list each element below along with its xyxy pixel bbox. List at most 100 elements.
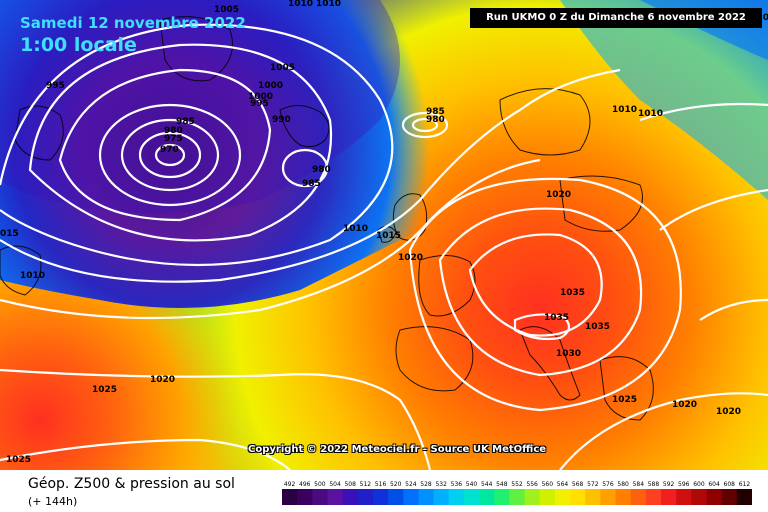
scale-color-swatch <box>463 489 480 505</box>
scale-value-label: 560 <box>542 481 554 488</box>
scale-color-swatch <box>539 489 556 505</box>
isobar-label: 1030 <box>556 349 581 359</box>
isobar-label: 995 <box>46 81 65 91</box>
isobar-label: 1020 <box>672 400 697 410</box>
legend-title: Géop. Z500 & pression au sol <box>28 476 235 492</box>
scale-color-swatch <box>615 489 632 505</box>
isobar-label: 1035 <box>585 322 610 332</box>
scale-value-label: 544 <box>481 481 493 488</box>
scale-value-label: 520 <box>390 481 402 488</box>
isobar-label: 1010 <box>638 109 663 119</box>
scale-value-label: 564 <box>557 481 569 488</box>
scale-color-swatch <box>676 489 692 505</box>
isobar-label: 1000 <box>248 92 273 102</box>
scale-value-label: 524 <box>405 481 417 488</box>
isobar-label: 980 <box>164 126 183 136</box>
isobar-label: 1025 <box>6 455 31 465</box>
isobar-label: 995 <box>250 99 269 109</box>
isobar-label: 1010 <box>343 224 368 234</box>
scale-value-label: 548 <box>496 481 508 488</box>
isobar-label: 985 <box>176 117 195 127</box>
scale-color-swatch <box>282 489 298 505</box>
scale-color-swatch <box>388 489 404 505</box>
scale-value-label: 608 <box>724 481 736 488</box>
legend-subtitle: (+ 144h) <box>28 495 78 508</box>
scale-color-swatch <box>721 489 738 505</box>
scale-color-swatch <box>585 489 601 505</box>
isobar-label: 1005 <box>214 5 239 15</box>
scale-color-swatch <box>403 489 419 505</box>
scale-color-swatch <box>433 489 450 505</box>
isobar-label: 980 <box>426 115 445 125</box>
scale-color-swatch <box>661 489 677 505</box>
scale-value-label: 528 <box>420 481 432 488</box>
isobar-label: 1020 <box>150 375 175 385</box>
isobar-label: 1035 <box>544 313 569 323</box>
scale-color-swatch <box>554 489 571 505</box>
scale-value-label: 576 <box>602 481 614 488</box>
scale-color-swatch <box>691 489 708 505</box>
isobar-label: 1025 <box>612 395 637 405</box>
scale-value-label: 604 <box>708 481 720 488</box>
isobar-label: 970 <box>160 145 179 155</box>
scale-value-label: 508 <box>344 481 356 488</box>
isobar-label: 1010 <box>288 0 313 9</box>
isobar-label: 1020 <box>716 407 741 417</box>
scale-value-label: 580 <box>617 481 629 488</box>
scale-color-swatch <box>494 489 510 505</box>
copyright-notice: Copyright © 2022 Meteociel.fr - Source U… <box>248 444 547 455</box>
scale-color-swatch <box>312 489 328 505</box>
scale-color-swatch <box>509 489 526 505</box>
scale-value-label: 556 <box>526 481 538 488</box>
scale-color-swatch <box>297 489 313 505</box>
scale-color-swatch <box>600 489 617 505</box>
scale-value-label: 492 <box>284 481 296 488</box>
scale-value-label: 572 <box>587 481 599 488</box>
isobar-label: 1005 <box>270 63 295 73</box>
scale-color-swatch <box>524 489 541 505</box>
isobar-label: 1010 <box>612 105 637 115</box>
scale-value-label: 584 <box>633 481 645 488</box>
scale-value-label: 612 <box>739 481 751 488</box>
isobar-label: 1020 <box>398 253 423 263</box>
scale-value-label: 552 <box>511 481 523 488</box>
scale-value-label: 516 <box>375 481 387 488</box>
isobar-label: 990 <box>272 115 291 125</box>
isobar-label: 1010 <box>316 0 341 9</box>
scale-value-label: 540 <box>466 481 478 488</box>
scale-color-swatch <box>357 489 374 505</box>
color-scale: 492 496 500 504 508 512 516 520 524 528 532 536 540 5… <box>282 481 752 505</box>
forecast-time: 1:00 locale <box>20 34 137 56</box>
scale-value-label: 536 <box>451 481 463 488</box>
isobar-label: 1035 <box>560 288 585 298</box>
isobar-label: 015 <box>0 229 19 239</box>
isobar-label: 985 <box>426 107 445 117</box>
isobar-label: 1000 <box>258 81 283 91</box>
scale-color-swatch <box>706 489 723 505</box>
scale-color-swatch <box>342 489 359 505</box>
isobar-label: 975 <box>164 134 183 144</box>
isobar-label: 980 <box>312 165 331 175</box>
scale-value-label: 500 <box>314 481 326 488</box>
isobars <box>0 23 768 470</box>
coastlines <box>0 16 654 421</box>
scale-value-label: 568 <box>572 481 584 488</box>
model-run-label: Run UKMO 0 Z du Dimanche 6 novembre 2022 <box>470 8 762 28</box>
isobar-label: 1015 <box>376 231 401 241</box>
scale-value-label: 496 <box>299 481 311 488</box>
isobar-label: 1020 <box>546 190 571 200</box>
scale-color-swatch <box>479 489 495 505</box>
scale-color-swatch <box>372 489 389 505</box>
scale-color-swatch <box>327 489 344 505</box>
scale-color-swatch <box>736 489 752 505</box>
scale-color-swatch <box>630 489 647 505</box>
scale-color-swatch <box>448 489 465 505</box>
scale-value-label: 592 <box>663 481 675 488</box>
isobar-label: 1025 <box>92 385 117 395</box>
scale-color-swatch <box>570 489 586 505</box>
scale-value-label: 596 <box>678 481 690 488</box>
isobar-label: 1010 <box>20 271 45 281</box>
scale-value-label: 512 <box>360 481 372 488</box>
scale-value-label: 588 <box>648 481 660 488</box>
